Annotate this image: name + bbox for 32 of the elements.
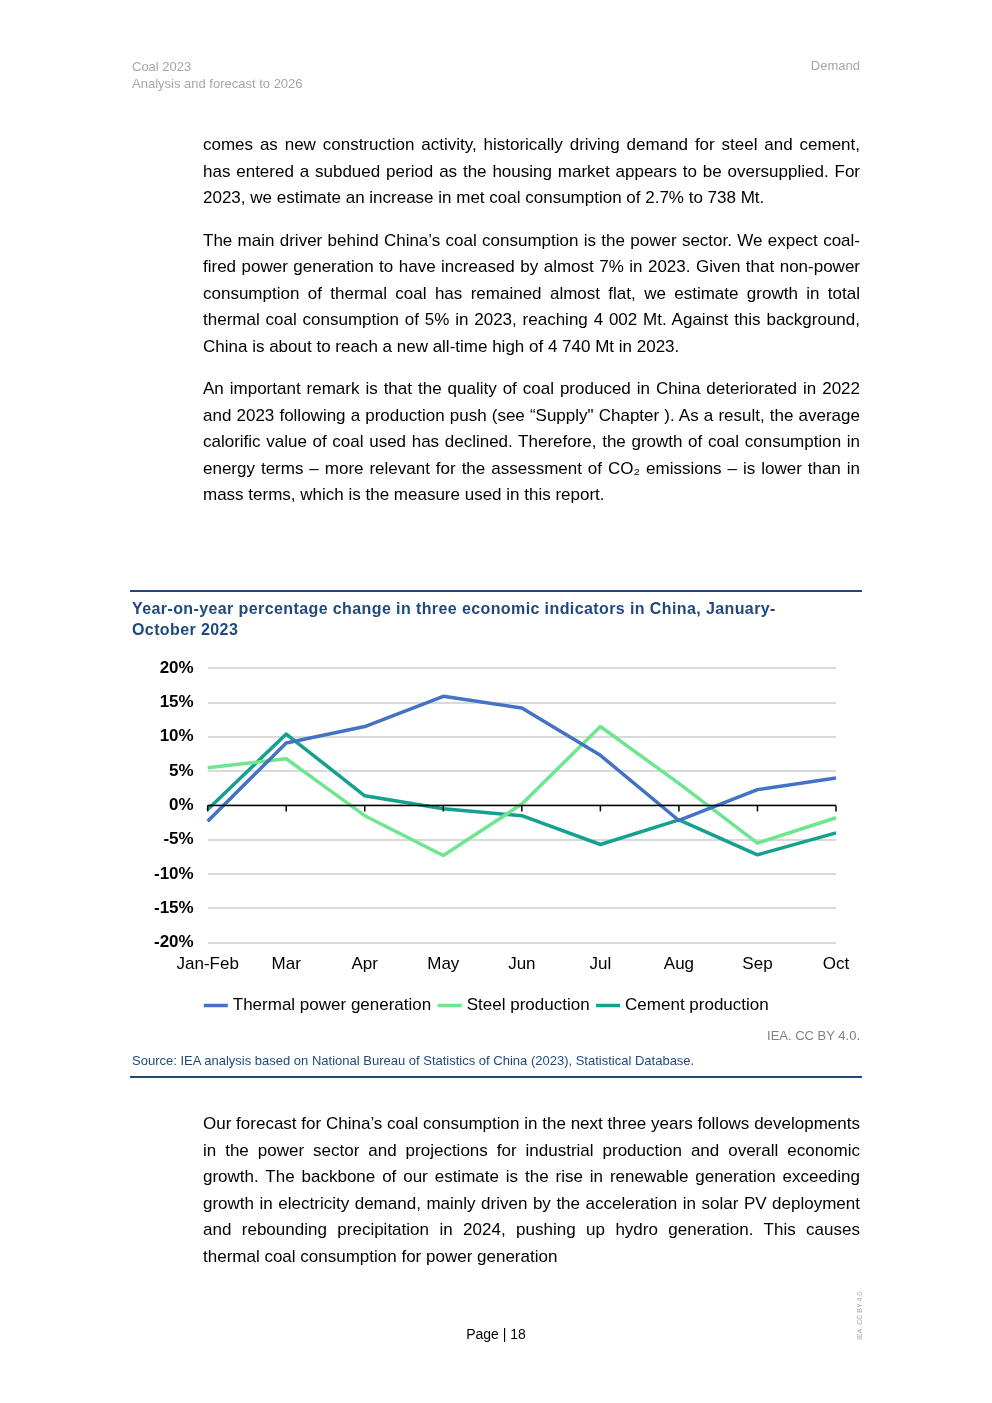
x-tick-label: Jul: [589, 954, 612, 974]
chart-title: Year-on-year percentage change in three economic indicators in China, January-October 2023: [132, 600, 776, 638]
x-tick-label: Oct: [822, 954, 850, 974]
x-tick-label: Jun: [508, 954, 536, 974]
x-tick-label: Apr: [351, 954, 379, 974]
y-tick-label: -15%: [154, 897, 194, 917]
x-tick-label: Aug: [663, 954, 695, 974]
y-tick-label: -5%: [163, 829, 194, 849]
y-tick-label: 15%: [159, 692, 194, 712]
text: Demand: [810, 58, 860, 73]
legend-label: Thermal power generation: [232, 995, 432, 1015]
text: Page | 18: [466, 1326, 526, 1342]
text: Analysis and forecast to 2026: [132, 76, 303, 91]
y-tick-label: -20%: [154, 932, 194, 952]
text: IEA. CC BY 4.0.: [767, 1028, 860, 1043]
y-tick-label: 5%: [169, 760, 194, 780]
text: Coal 2023: [132, 59, 192, 74]
x-tick-label: May: [427, 954, 460, 974]
y-tick-label: 0%: [169, 795, 194, 815]
y-tick-label: 10%: [159, 726, 194, 746]
legend-label: Steel production: [466, 995, 590, 1015]
source-note: Source: IEA analysis based on National Bureau of Statistics of China (2023), Statistical Database.: [132, 1053, 695, 1068]
text: The main driver behind China’s coal consumption is the power sector. We expect coal-fired power generation to have increased by almost 7% in 2023. Given that non-power consumption of thermal coal has remained almost flat, we estimate growth in total thermal coal consumption of 5% in 2023, reaching 4 002 Mt. Against this background, China is about to reach a new all-time high of 4 740 Mt in 2023.: [203, 230, 860, 356]
text: Our forecast for China’s coal consumption in the next three years follows developments in the power sector and projections for industrial production and overall economic growth. The backbone of our estimate is the rise in renewable generation exceeding growth in electricity demand, mainly driven by the acceleration in solar PV deployment and rebounding precipitation in 2024, pushing up hydro generation. This causes thermal coal consumption for power generation: [203, 1114, 860, 1266]
x-tick-label: Sep: [742, 954, 773, 974]
text: An important remark is that the quality of coal produced in China deteriorated in 2022 and 2023 following a production push (see “Supply" Chapter ). As a result, the average calorific value of coal used has declined. Therefore, the growth of coal consumption in energy terms – more relevant for the assessment of CO₂ emissions – is lower than in mass terms, which is the measure used in this report.: [203, 379, 860, 504]
legend-label: Cement production: [625, 995, 769, 1015]
x-tick-label: Mar: [271, 954, 302, 974]
x-tick-label: Jan-Feb: [176, 954, 239, 974]
y-tick-label: 20%: [159, 657, 194, 677]
text: comes as new construction activity, historically driving demand for steel and cement, has entered a subdued period as the housing market appears to be oversupplied. For 2023, we estimate an increase in met coal consumption of 2.7% to 738 Mt.: [203, 135, 860, 207]
y-tick-label: -10%: [154, 863, 194, 883]
